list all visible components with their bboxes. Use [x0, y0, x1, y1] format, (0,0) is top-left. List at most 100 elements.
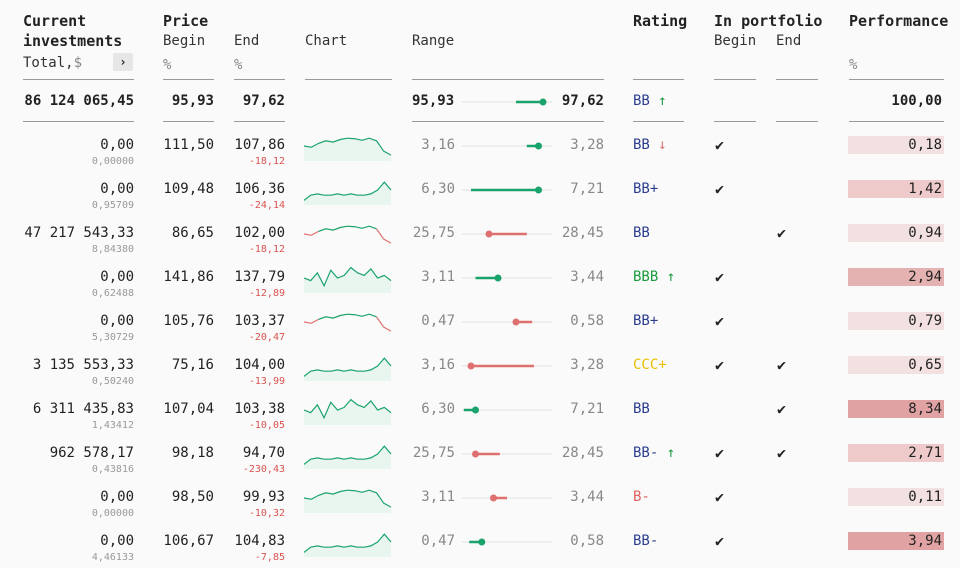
checkmark-icon: ✔ [715, 180, 725, 198]
total-begin: 95,93 [171, 93, 214, 109]
sparkline-path [376, 316, 392, 332]
row-range-low: 25,75 [412, 225, 455, 241]
total-end: 97,62 [242, 93, 285, 109]
range-marker [485, 230, 493, 238]
total-range-low: 95,93 [412, 93, 455, 109]
header-price-begin: Begin [163, 33, 206, 49]
row-range-low: 3,11 [421, 489, 455, 505]
expand-button[interactable]: › [113, 53, 133, 71]
row-investment: 962 578,17 [49, 445, 134, 461]
total-investments: 86 124 065,45 [24, 93, 134, 109]
row-investment: 0,00 [100, 269, 134, 285]
header-total: Total,$ [23, 55, 82, 71]
sparkline-path [376, 228, 392, 244]
range-bar [462, 186, 552, 194]
range-marker [512, 318, 520, 326]
header-divider [23, 79, 134, 80]
row-rating: BB- [633, 533, 658, 549]
totals-divider [23, 121, 134, 122]
row-performance: 0,94 [848, 224, 944, 242]
row-performance: 8,34 [848, 400, 944, 418]
header-price-end: End [234, 33, 260, 49]
range-bar [462, 230, 552, 238]
range-bar [462, 362, 552, 370]
row-rating: BB [633, 401, 650, 417]
sparkline-path [304, 489, 392, 508]
checkmark-icon: ✔ [777, 224, 787, 242]
row-investment: 0,00 [100, 181, 134, 197]
sparkline-path [304, 398, 392, 420]
sparkline-path [304, 318, 319, 324]
checkmark-icon: ✔ [715, 444, 725, 462]
row-performance: 2,71 [848, 444, 944, 462]
sparkline [304, 181, 392, 205]
sparkline [304, 398, 392, 425]
total-rating-label: BB [633, 93, 650, 109]
rating-label: BB- [633, 445, 659, 461]
row-weight: 0,62488 [91, 288, 134, 299]
row-price-delta: -20,47 [248, 332, 285, 343]
range-bar [462, 274, 552, 282]
row-price-end: 94,70 [242, 445, 285, 461]
sparkline-path [304, 181, 392, 201]
row-weight: 0,95709 [91, 200, 134, 211]
range-bar [462, 406, 552, 414]
row-range-high: 0,58 [570, 313, 604, 329]
row-rating: B- [633, 489, 650, 505]
header-performance: Performance [849, 12, 949, 30]
range-bar [462, 494, 552, 502]
row-performance: 0,65 [848, 356, 944, 374]
arrow-down-icon: ↓ [649, 137, 667, 153]
totals-divider [714, 121, 756, 122]
range-marker [539, 98, 547, 106]
header-current: Current [23, 12, 87, 30]
row-range-high: 28,45 [561, 225, 604, 241]
rating-label: BB [633, 225, 650, 241]
row-price-end: 103,38 [234, 401, 285, 417]
row-weight: 1,43412 [91, 420, 134, 431]
range-bar [462, 142, 552, 150]
row-range-low: 0,47 [421, 533, 455, 549]
arrow-up-icon: ↑ [658, 445, 676, 461]
rating-label: BB [633, 401, 650, 417]
sparkline-fill [304, 534, 391, 557]
row-price-delta: -24,14 [248, 200, 285, 211]
row-price-end: 104,83 [234, 533, 285, 549]
total-rating: BB ↑ [633, 93, 667, 109]
checkmark-icon: ✔ [715, 268, 725, 286]
header-divider [305, 79, 392, 80]
row-investment: 47 217 543,33 [24, 225, 134, 241]
sparkline-path [304, 533, 392, 553]
totals-divider [633, 121, 684, 122]
rating-label: BBB [633, 269, 659, 285]
rating-label: BB+ [633, 181, 659, 197]
row-price-begin: 75,16 [171, 357, 214, 373]
sparkline-path [304, 266, 392, 288]
sparkline-path [318, 313, 377, 320]
sparkline [304, 137, 392, 161]
header-divider [234, 79, 285, 80]
row-range-high: 3,44 [570, 269, 604, 285]
sparkline [304, 489, 392, 513]
sparkline [304, 266, 392, 293]
sparkline-fill [304, 358, 391, 381]
row-price-end: 99,93 [242, 489, 285, 505]
sparkline-fill [304, 182, 391, 205]
row-price-begin: 86,65 [171, 225, 214, 241]
row-performance: 3,94 [848, 532, 944, 550]
sparkline-fill [304, 138, 391, 161]
row-performance: 1,42 [848, 180, 944, 198]
row-range-low: 3,16 [421, 137, 455, 153]
row-range-low: 0,47 [421, 313, 455, 329]
row-weight: 4,46133 [91, 552, 134, 563]
header-divider [714, 79, 756, 80]
rating-label: CCC+ [633, 357, 667, 373]
row-price-end: 137,79 [234, 269, 285, 285]
row-price-end: 104,00 [234, 357, 285, 373]
sparkline-path [318, 225, 377, 232]
row-performance: 0,79 [848, 312, 944, 330]
row-price-begin: 107,04 [163, 401, 214, 417]
row-range-low: 3,11 [421, 269, 455, 285]
row-range-high: 0,58 [570, 533, 604, 549]
rating-label: BB+ [633, 313, 659, 329]
